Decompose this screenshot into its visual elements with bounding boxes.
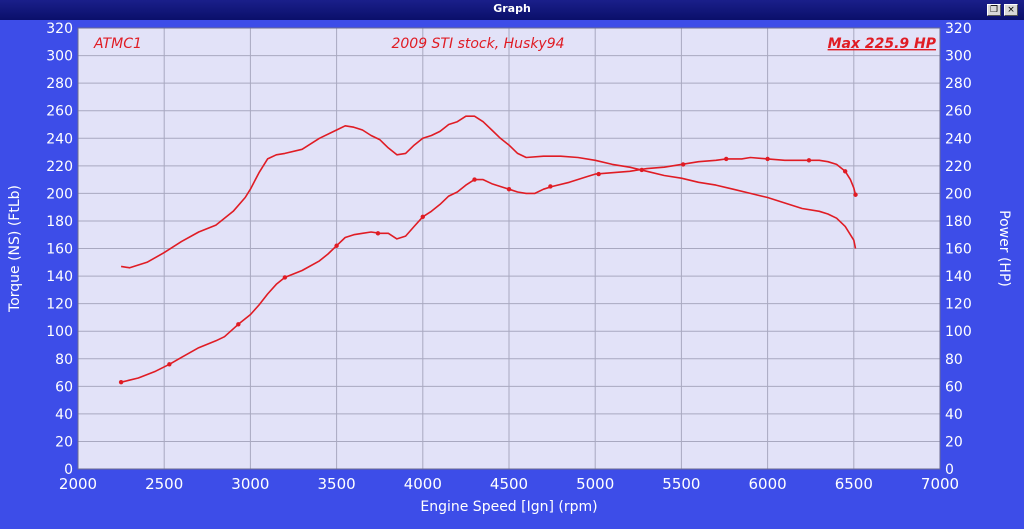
y2-axis-label: Power (HP): [996, 210, 1012, 287]
y-tick-label: 180: [46, 214, 73, 230]
series-marker-2: [765, 156, 770, 162]
window-title: Graph: [493, 2, 531, 15]
y2-tick-label: 20: [945, 434, 963, 450]
y-tick-label: 60: [55, 379, 73, 395]
y-tick-label: 120: [46, 297, 73, 313]
series-line-1: [120, 115, 857, 269]
y-tick-label: 300: [46, 49, 73, 65]
y2-tick-label: 100: [945, 324, 972, 340]
series-marker-2: [167, 362, 172, 367]
x-tick-label: 5500: [662, 475, 700, 493]
series-marker-2: [842, 169, 848, 174]
y-tick-label: 40: [55, 407, 73, 423]
series-marker-2: [375, 231, 381, 236]
plot-border: [77, 27, 941, 470]
x-tick-label: 7000: [921, 475, 959, 493]
x-tick-label: 4000: [404, 475, 442, 493]
y2-tick-label: 140: [945, 269, 972, 285]
y-tick-label: 20: [55, 434, 73, 450]
y-tick-label: 100: [46, 324, 73, 340]
series-marker-2: [472, 177, 477, 182]
y2-tick-label: 260: [945, 104, 972, 120]
series-marker-2: [724, 156, 729, 162]
y-tick-label: 260: [46, 104, 73, 120]
series-marker-2: [548, 184, 553, 189]
series-marker-2: [639, 167, 644, 173]
series-marker-2: [420, 214, 425, 220]
series-marker-2: [806, 158, 812, 163]
title-bar[interactable]: Graph ❐ ×: [0, 0, 1024, 20]
y2-tick-label: 60: [945, 379, 963, 395]
x-tick-label: 3500: [318, 475, 356, 493]
x-tick-label: 2000: [59, 475, 97, 493]
y-tick-label: 80: [55, 352, 73, 368]
y2-tick-label: 40: [945, 407, 963, 423]
x-axis-ticks: 2000 2500 3000 3500 4000 4500 5000 5500 6000 6500…: [59, 475, 959, 493]
y-axis-label: Torque (NS) (FtLb): [7, 185, 23, 313]
x-axis-label: Engine Speed [Ign] (rpm): [420, 499, 597, 515]
grid-lines: [77, 27, 941, 470]
close-button[interactable]: ×: [1004, 4, 1018, 16]
y2-tick-label: 120: [945, 297, 972, 313]
series-marker-2: [282, 275, 288, 280]
y2-tick-label: 220: [945, 159, 972, 175]
y-axis-ticks: 0 20 40 60 80 100 120 140 160 180 200 220 240 260 280 3…: [46, 21, 73, 478]
y2-tick-label: 280: [945, 76, 972, 92]
y-tick-label: 140: [46, 269, 73, 285]
x-tick-label: 3000: [231, 475, 269, 493]
y-tick-label: 240: [46, 131, 73, 147]
y2-tick-label: 320: [945, 21, 972, 37]
y-tick-label: 200: [46, 186, 73, 202]
y-tick-label: 160: [46, 242, 73, 258]
x-tick-label: 2500: [145, 475, 183, 493]
annotation-left: ATMC1: [93, 36, 142, 52]
x-tick-label: 4500: [490, 475, 528, 493]
y2-tick-label: 160: [945, 242, 972, 258]
x-tick-label: 6000: [749, 475, 787, 493]
dyno-chart: 2000 2500 3000 3500 4000 4500 5000 5500 6000 6500…: [7, 21, 1012, 515]
y2-tick-label: 300: [945, 49, 972, 65]
series-marker-2: [853, 192, 858, 197]
y2-tick-label: 200: [945, 186, 972, 202]
y-tick-label: 320: [46, 21, 73, 37]
y2-tick-label: 180: [945, 214, 972, 230]
y2-tick-label: 80: [945, 352, 963, 368]
series-marker-2: [334, 243, 339, 248]
y-tick-label: 0: [64, 462, 73, 478]
series-marker-2: [680, 162, 686, 167]
series-marker-2: [236, 322, 241, 327]
annotation-center: 2009 STI stock, Husky94: [391, 36, 564, 52]
series-marker-2: [506, 187, 512, 192]
restore-button[interactable]: ❐: [987, 4, 1001, 16]
series-marker-2: [118, 379, 124, 385]
curves: [118, 115, 858, 385]
y2-axis-ticks: 0 20 40 60 80 100 120 140 160 180 200 220 240 260 280 3…: [945, 21, 972, 478]
y-tick-label: 220: [46, 159, 73, 175]
y2-tick-label: 0: [945, 462, 954, 478]
x-tick-label: 6500: [835, 475, 873, 493]
y2-tick-label: 240: [945, 131, 972, 147]
series-marker-2: [596, 171, 601, 177]
y-tick-label: 280: [46, 76, 73, 92]
annotation-max-power: Max 225.9 HP: [828, 36, 937, 52]
x-tick-label: 5000: [576, 475, 614, 493]
